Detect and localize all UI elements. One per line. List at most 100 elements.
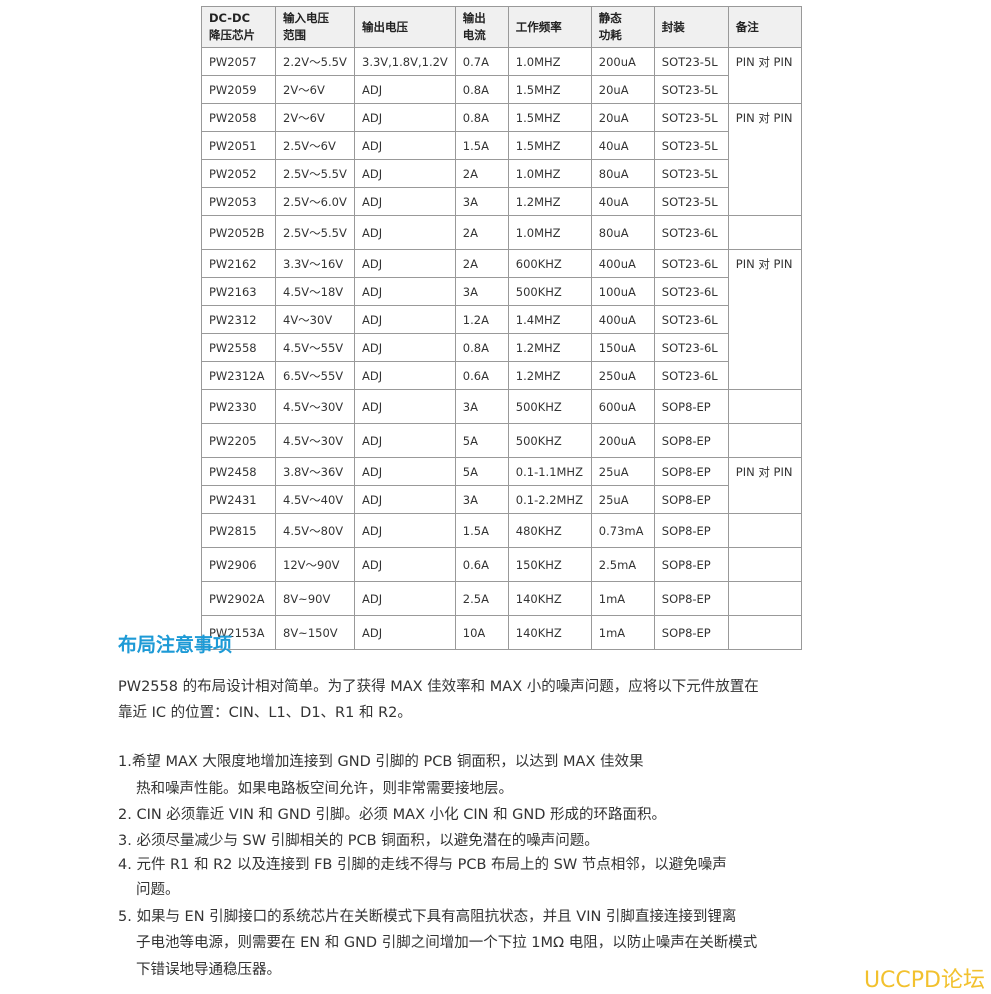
- table-cell: PW2057: [201, 47, 276, 76]
- table-cell: ADJ: [354, 159, 456, 188]
- table-cell: SOT23-6L: [653, 361, 729, 390]
- table-cell: 20uA: [590, 103, 655, 132]
- table-cell: 1.5MHZ: [507, 131, 592, 160]
- table-cell: PW2312: [201, 305, 276, 334]
- header-text: 封装: [661, 19, 685, 34]
- header-cell: 输入电压 范围: [275, 6, 355, 48]
- table-row: PW2052B 2.5V～5.5V ADJ 2A 1.0MHZ 80uA SOT23-6L: [201, 215, 802, 250]
- table-cell: 0.73mA: [590, 513, 655, 548]
- table-cell: SOT23-5L: [653, 131, 729, 160]
- table-cell: PW2052: [201, 159, 276, 188]
- text-line: 子电池等电源，则需要在 EN 和 GND 引脚之间增加一个下拉 1MΩ 电阻，以…: [136, 935, 758, 951]
- table-cell: ADJ: [354, 615, 456, 650]
- table-cell: ADJ: [354, 305, 456, 334]
- table-cell: SOP8-EP: [653, 581, 729, 616]
- table-cell: ADJ: [354, 187, 456, 216]
- table-cell: SOP8-EP: [653, 389, 729, 424]
- table-cell: PW2815: [201, 513, 276, 548]
- table-cell: ADJ: [354, 389, 456, 424]
- table-cell: 2.2V～5.5V: [275, 47, 355, 76]
- table-row: PW2163 4.5V～18V ADJ 3A 500KHZ 100uA SOT23-6L: [201, 277, 802, 306]
- remark-cell: [727, 615, 802, 650]
- header-cell: 封装: [653, 6, 729, 48]
- table-cell: PW2205: [201, 423, 276, 458]
- remark-cell: [727, 423, 802, 458]
- remark-text: PIN 对 PIN: [735, 111, 793, 125]
- table-cell: SOT23-6L: [653, 305, 729, 334]
- table-cell: 1mA: [590, 615, 655, 650]
- table-cell: 4.5V～40V: [275, 485, 355, 514]
- table-row: PW2051 2.5V～6V ADJ 1.5A 1.5MHZ 40uA SOT23-5L: [201, 131, 802, 160]
- header-text: 功耗: [598, 28, 622, 42]
- table-row: PW2312 4V～30V ADJ 1.2A 1.4MHZ 400uA SOT23-6L: [201, 305, 802, 334]
- text-line: PW2558 的布局设计相对简单。为了获得 MAX 佳效率和 MAX 小的噪声问…: [118, 679, 759, 695]
- header-row: DC-DC 降压芯片 输入电压 范围 输出电压 输出 电流 工作频率 静态 功耗 封装 备注: [201, 6, 802, 48]
- remark-cell: PIN 对 PIN: [727, 249, 802, 390]
- text-line: 4. 元件 R1 和 R2 以及连接到 FB 引脚的走线不得与 PCB 布局上的…: [118, 857, 727, 873]
- table-cell: PW2431: [201, 485, 276, 514]
- table-cell: 480KHZ: [507, 513, 592, 548]
- text-line: 问题。: [136, 882, 180, 898]
- table-row: PW2431 4.5V～40V ADJ 3A 0.1-2.2MHZ 25uA SOP8-EP: [201, 485, 802, 514]
- table-cell: 150KHZ: [507, 547, 592, 582]
- table-cell: 1.0MHZ: [507, 47, 592, 76]
- table-cell: 500KHZ: [507, 389, 592, 424]
- table-cell: ADJ: [354, 547, 456, 582]
- table-cell: 2.5V～6.0V: [275, 187, 355, 216]
- table-cell: SOT23-5L: [653, 187, 729, 216]
- table-cell: 1.5MHZ: [507, 75, 592, 104]
- table-row: PW2052 2.5V～5.5V ADJ 2A 1.0MHZ 80uA SOT23-5L: [201, 159, 802, 188]
- table-cell: 2.5V～6V: [275, 131, 355, 160]
- table-cell: 2.5A: [454, 581, 509, 616]
- table-cell: ADJ: [354, 485, 456, 514]
- table-cell: ADJ: [354, 361, 456, 390]
- text-line: 1.希望 MAX 大限度地增加连接到 GND 引脚的 PCB 铜面积，以达到 M…: [118, 754, 644, 770]
- table-cell: ADJ: [354, 277, 456, 306]
- table-cell: 250uA: [590, 361, 655, 390]
- table-cell: 0.8A: [454, 333, 509, 362]
- table-cell: ADJ: [354, 75, 456, 104]
- table-cell: ADJ: [354, 423, 456, 458]
- table-cell: 600KHZ: [507, 249, 592, 278]
- table-row: PW2058 2V～6V ADJ 0.8A 1.5MHZ 20uA SOT23-5L PIN …: [201, 103, 802, 216]
- table-cell: ADJ: [354, 249, 456, 278]
- text-line: 下错误地导通稳压器。: [136, 962, 281, 978]
- header-cell: 输出 电流: [454, 6, 509, 48]
- table-row: PW2458 3.8V～36V ADJ 5A 0.1-1.1MHZ 25uA SOP8-EP…: [201, 457, 802, 514]
- table-cell: ADJ: [354, 457, 456, 486]
- table-row: PW2162 3.3V～16V ADJ 2A 600KHZ 400uA SOT23-6L PI…: [201, 249, 802, 390]
- table-cell: 1.2MHZ: [507, 187, 592, 216]
- table-cell: 3.8V～36V: [275, 457, 355, 486]
- table-cell: 5A: [454, 423, 509, 458]
- table-cell: 2V～6V: [275, 75, 355, 104]
- table-cell: 3.3V,1.8V,1.2V: [354, 47, 456, 76]
- table-cell: 80uA: [590, 159, 655, 188]
- table-cell: 500KHZ: [507, 277, 592, 306]
- table-row: PW2558 4.5V～55V ADJ 0.8A 1.2MHZ 150uA SOT23-6L: [201, 333, 802, 362]
- table-cell: 2A: [454, 159, 509, 188]
- table-cell: 1.0MHZ: [507, 215, 592, 250]
- table-cell: 1.4MHZ: [507, 305, 592, 334]
- table-cell: ADJ: [354, 131, 456, 160]
- table-cell: PW2558: [201, 333, 276, 362]
- table-cell: SOP8-EP: [653, 615, 729, 650]
- header-text: 降压芯片: [209, 28, 255, 42]
- table-cell: 12V～90V: [275, 547, 355, 582]
- chip-table: DC-DC 降压芯片 输入电压 范围 输出电压 输出 电流 工作频率 静态 功耗 封装 备注 PW205…: [201, 6, 802, 650]
- table-row: PW2059 2V～6V ADJ 0.8A 1.5MHZ 20uA SOT23-5L: [201, 75, 802, 104]
- table-cell: 6.5V～55V: [275, 361, 355, 390]
- table-cell: 400uA: [590, 305, 655, 334]
- text-line: 热和噪声性能。如果电路板空间允许，则非常需要接地层。: [136, 781, 513, 797]
- table-cell: 4.5V～30V: [275, 423, 355, 458]
- table-cell: ADJ: [354, 333, 456, 362]
- text-line: 2. CIN 必须靠近 VIN 和 GND 引脚。必须 MAX 小化 CIN 和…: [118, 807, 667, 823]
- table-cell: 140KHZ: [507, 615, 592, 650]
- table-cell: SOT23-6L: [653, 333, 729, 362]
- table-cell: 1.2A: [454, 305, 509, 334]
- remark-cell: PIN 对 PIN: [727, 457, 802, 514]
- table-cell: 0.8A: [454, 75, 509, 104]
- section-title: 布局注意事项: [118, 634, 233, 656]
- table-cell: 150uA: [590, 333, 655, 362]
- table-cell: PW2162: [201, 249, 276, 278]
